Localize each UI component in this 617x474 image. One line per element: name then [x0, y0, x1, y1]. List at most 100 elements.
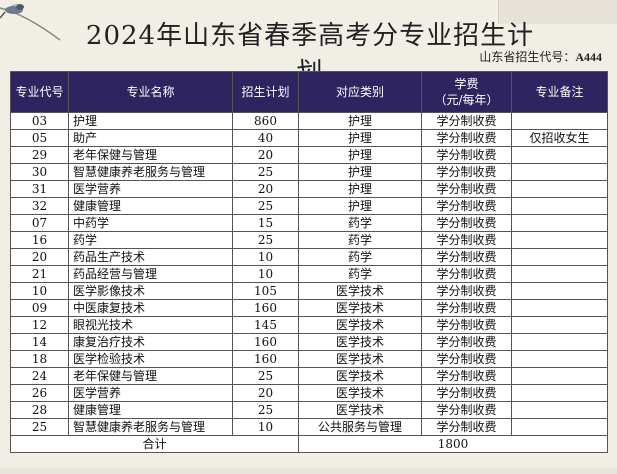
cell-plan: 25 — [232, 231, 299, 249]
table-row: 26 医学营养 20 医学技术 学分制收费 — [10, 384, 608, 402]
cell-note — [511, 401, 608, 419]
cell-note — [511, 282, 608, 300]
table-row: 18 医学检验技术 160 医学技术 学分制收费 — [10, 350, 608, 368]
cell-code: 24 — [10, 367, 69, 385]
table-row: 12 眼视光技术 145 医学技术 学分制收费 — [10, 316, 608, 334]
cell-plan: 10 — [232, 248, 299, 266]
cell-fee: 学分制收费 — [421, 129, 512, 147]
page-title: 2024年山东省春季高考分专业招生计划 — [85, 21, 535, 88]
cell-note — [511, 333, 608, 351]
cell-category: 医学技术 — [298, 401, 422, 419]
table-row: 07 中药学 15 药学 学分制收费 — [10, 214, 608, 232]
cell-note — [511, 231, 608, 249]
header-note: 专业备注 — [511, 71, 608, 113]
cell-name: 药品生产技术 — [68, 248, 233, 266]
cell-plan: 160 — [232, 350, 299, 368]
cell-name: 康复治疗技术 — [68, 333, 233, 351]
enrollment-plan-table: 专业代号 专业名称 招生计划 对应类别 学费 （元/每年） 专业备注 03 护理 8… — [10, 71, 608, 453]
table-header-row: 专业代号 专业名称 招生计划 对应类别 学费 （元/每年） 专业备注 — [10, 71, 608, 113]
table-row: 29 老年保健与管理 20 护理 学分制收费 — [10, 146, 608, 164]
cell-name: 健康管理 — [68, 401, 233, 419]
cell-code: 21 — [10, 265, 69, 283]
cell-plan: 20 — [232, 384, 299, 402]
cell-note — [511, 163, 608, 181]
cell-name: 医学营养 — [68, 180, 233, 198]
cell-category: 护理 — [298, 146, 422, 164]
cell-name: 老年保健与管理 — [68, 367, 233, 385]
cell-plan: 15 — [232, 214, 299, 232]
cell-category: 医学技术 — [298, 350, 422, 368]
cell-plan: 25 — [232, 401, 299, 419]
cell-name: 护理 — [68, 112, 233, 130]
cell-fee: 学分制收费 — [421, 367, 512, 385]
cell-fee: 学分制收费 — [421, 146, 512, 164]
cell-name: 医学营养 — [68, 384, 233, 402]
cell-note — [511, 265, 608, 283]
cell-plan: 40 — [232, 129, 299, 147]
cell-code: 18 — [10, 350, 69, 368]
cell-note — [511, 316, 608, 334]
cell-category: 护理 — [298, 180, 422, 198]
cell-code: 10 — [10, 282, 69, 300]
table-row: 14 康复治疗技术 160 医学技术 学分制收费 — [10, 333, 608, 351]
cell-note — [511, 214, 608, 232]
cell-fee: 学分制收费 — [421, 231, 512, 249]
cell-plan: 105 — [232, 282, 299, 300]
cell-code: 03 — [10, 112, 69, 130]
cell-name: 老年保健与管理 — [68, 146, 233, 164]
cell-fee: 学分制收费 — [421, 299, 512, 317]
table-row: 20 药品生产技术 10 药学 学分制收费 — [10, 248, 608, 266]
bottom-decoration — [0, 468, 617, 474]
cell-code: 12 — [10, 316, 69, 334]
cell-fee: 学分制收费 — [421, 401, 512, 419]
cell-note — [511, 350, 608, 368]
cell-category: 药学 — [298, 214, 422, 232]
cell-category: 医学技术 — [298, 299, 422, 317]
cell-fee: 学分制收费 — [421, 214, 512, 232]
cell-category: 医学技术 — [298, 316, 422, 334]
cell-note — [511, 367, 608, 385]
header-fee-label: 学费 — [454, 77, 479, 91]
cell-category: 医学技术 — [298, 333, 422, 351]
cell-code: 26 — [10, 384, 69, 402]
total-label: 合计 — [10, 435, 299, 453]
total-row: 合计 1800 — [10, 435, 608, 453]
cell-code: 05 — [10, 129, 69, 147]
cell-plan: 10 — [232, 265, 299, 283]
cell-name: 药品经营与管理 — [68, 265, 233, 283]
cell-category: 医学技术 — [298, 384, 422, 402]
cell-plan: 20 — [232, 146, 299, 164]
cell-fee: 学分制收费 — [421, 333, 512, 351]
cell-fee: 学分制收费 — [421, 282, 512, 300]
header-category: 对应类别 — [298, 71, 422, 113]
cell-code: 29 — [10, 146, 69, 164]
cell-category: 护理 — [298, 129, 422, 147]
cell-code: 16 — [10, 231, 69, 249]
cell-category: 护理 — [298, 163, 422, 181]
cell-code: 20 — [10, 248, 69, 266]
cell-code: 25 — [10, 418, 69, 436]
cell-note — [511, 180, 608, 198]
cell-note — [511, 197, 608, 215]
cell-category: 药学 — [298, 231, 422, 249]
cell-fee: 学分制收费 — [421, 197, 512, 215]
province-code: 山东省招生代号：A444 — [479, 48, 602, 65]
cell-category: 公共服务与管理 — [298, 418, 422, 436]
table-row: 10 医学影像技术 105 医学技术 学分制收费 — [10, 282, 608, 300]
cell-code: 14 — [10, 333, 69, 351]
cell-note — [511, 146, 608, 164]
cell-plan: 160 — [232, 299, 299, 317]
cell-category: 医学技术 — [298, 282, 422, 300]
cell-fee: 学分制收费 — [421, 180, 512, 198]
province-code-label: 山东省招生代号： — [479, 50, 576, 64]
cell-plan: 25 — [232, 163, 299, 181]
cell-code: 30 — [10, 163, 69, 181]
cell-fee: 学分制收费 — [421, 112, 512, 130]
cell-plan: 20 — [232, 180, 299, 198]
cell-fee: 学分制收费 — [421, 248, 512, 266]
corner-logo-strip — [498, 0, 617, 24]
province-code-value: A444 — [575, 50, 602, 64]
cell-plan: 160 — [232, 333, 299, 351]
cell-name: 药学 — [68, 231, 233, 249]
header-code: 专业代号 — [10, 71, 69, 113]
